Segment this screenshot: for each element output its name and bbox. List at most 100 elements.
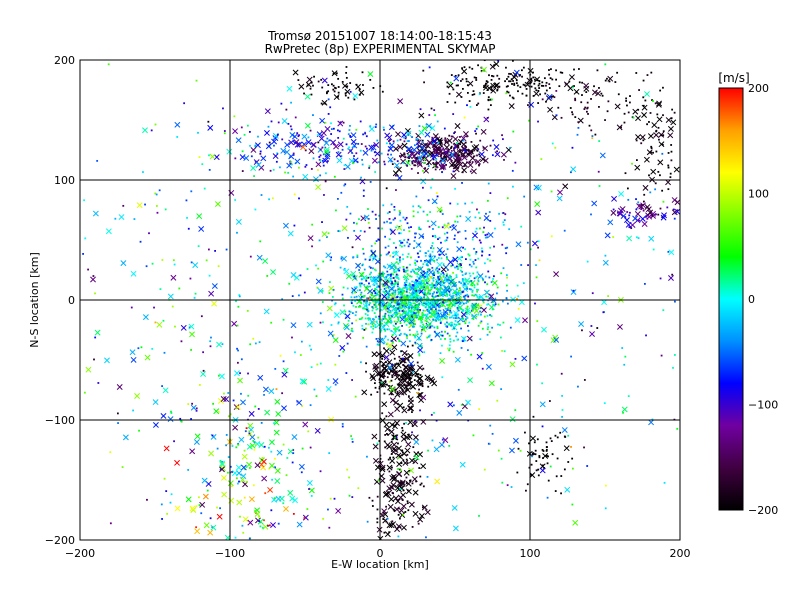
data-point-dot bbox=[383, 347, 385, 350]
data-point-dot bbox=[459, 302, 462, 305]
data-point-dot bbox=[416, 137, 419, 140]
data-point-x bbox=[562, 183, 569, 190]
data-point-dot bbox=[369, 317, 371, 320]
data-point-dot bbox=[383, 160, 386, 163]
data-point-dot bbox=[329, 281, 331, 283]
data-point-dot bbox=[364, 132, 367, 135]
data-point-dot bbox=[337, 321, 340, 324]
data-point-dot bbox=[249, 144, 251, 147]
data-point-dot bbox=[373, 284, 376, 287]
data-point-dot bbox=[404, 511, 407, 513]
data-point-dot bbox=[422, 291, 425, 294]
data-point-dot bbox=[462, 310, 464, 312]
data-point-dot bbox=[388, 238, 391, 241]
data-point-dot bbox=[375, 277, 378, 280]
data-point-x bbox=[273, 429, 280, 436]
data-point-dot bbox=[431, 295, 434, 298]
data-point-dot bbox=[390, 440, 393, 443]
data-point-dot bbox=[389, 222, 391, 224]
data-point-dot bbox=[386, 376, 389, 379]
data-point-dot bbox=[536, 320, 539, 322]
data-point-x bbox=[287, 489, 294, 496]
data-point-dot bbox=[657, 213, 660, 216]
data-point-dot bbox=[616, 71, 619, 74]
data-point-dot bbox=[307, 430, 310, 433]
data-point-dot bbox=[663, 481, 666, 484]
data-point-dot bbox=[396, 285, 399, 288]
data-point-dot bbox=[561, 394, 563, 397]
data-point-dot bbox=[349, 136, 352, 138]
data-point-dot bbox=[463, 298, 466, 301]
data-point-dot bbox=[154, 192, 157, 195]
data-point-dot bbox=[343, 267, 346, 270]
data-point-dot bbox=[398, 339, 401, 342]
data-point-dot bbox=[468, 280, 471, 283]
data-point-dot bbox=[261, 526, 264, 529]
data-point-dot bbox=[654, 102, 657, 105]
data-point-dot bbox=[437, 238, 439, 241]
data-point-dot bbox=[174, 325, 176, 328]
data-point-dot bbox=[392, 218, 395, 221]
data-point-dot bbox=[571, 111, 573, 114]
data-point-dot bbox=[501, 350, 503, 352]
data-point-dot bbox=[477, 64, 479, 67]
data-point-dot bbox=[479, 321, 482, 324]
data-point-dot bbox=[381, 227, 384, 230]
data-point-dot bbox=[370, 245, 373, 247]
data-point-dot bbox=[506, 85, 509, 88]
data-point-dot bbox=[471, 284, 474, 287]
data-point-dot bbox=[415, 195, 418, 198]
data-point-dot bbox=[577, 385, 579, 388]
data-point-dot bbox=[520, 225, 523, 228]
data-point-dot bbox=[427, 306, 430, 309]
data-point-dot bbox=[505, 297, 508, 299]
data-point-dot bbox=[502, 321, 505, 324]
data-point-x bbox=[368, 126, 375, 132]
data-point-dot bbox=[389, 228, 392, 231]
data-point-dot bbox=[285, 474, 288, 477]
data-point-dot bbox=[345, 372, 348, 374]
data-point-dot bbox=[405, 377, 408, 380]
data-point-dot bbox=[635, 236, 638, 239]
data-point-x bbox=[443, 144, 450, 151]
data-point-dot bbox=[406, 241, 409, 244]
data-point-dot bbox=[482, 231, 485, 234]
data-point-dot bbox=[391, 491, 394, 494]
data-point-x bbox=[452, 525, 459, 532]
data-point-dot bbox=[206, 489, 209, 492]
data-point-dot bbox=[371, 499, 374, 502]
data-point-dot bbox=[431, 235, 434, 238]
data-point-dot bbox=[559, 431, 562, 434]
data-point-dot bbox=[475, 227, 478, 230]
data-point-dot bbox=[389, 293, 392, 296]
data-point-dot bbox=[432, 312, 435, 315]
data-point-dot bbox=[374, 255, 377, 258]
data-point-dot bbox=[652, 151, 654, 154]
data-point-x bbox=[408, 467, 415, 474]
data-point-dot bbox=[407, 310, 410, 313]
data-point-dot bbox=[559, 71, 562, 74]
data-point-dot bbox=[337, 230, 340, 232]
data-point-x bbox=[268, 388, 275, 395]
data-point-dot bbox=[667, 250, 670, 253]
data-point-dot bbox=[346, 468, 349, 471]
data-point-x bbox=[602, 259, 609, 266]
data-point-x bbox=[188, 323, 195, 330]
data-point-dot bbox=[646, 74, 649, 76]
data-point-dot bbox=[430, 338, 433, 341]
data-point-dot bbox=[317, 80, 320, 83]
data-point-x bbox=[530, 435, 536, 442]
data-point-dot bbox=[431, 136, 434, 139]
data-point-dot bbox=[322, 517, 325, 520]
data-point-dot bbox=[392, 456, 395, 459]
data-point-dot bbox=[381, 385, 384, 388]
data-point-dot bbox=[440, 302, 443, 305]
data-point-dot bbox=[437, 276, 439, 278]
data-point-dot bbox=[475, 266, 478, 269]
data-point-dot bbox=[397, 318, 400, 320]
data-point-dot bbox=[598, 185, 601, 187]
data-point-dot bbox=[209, 340, 212, 343]
data-point-dot bbox=[452, 350, 455, 353]
data-point-dot bbox=[427, 165, 430, 167]
data-point-dot bbox=[574, 116, 577, 119]
